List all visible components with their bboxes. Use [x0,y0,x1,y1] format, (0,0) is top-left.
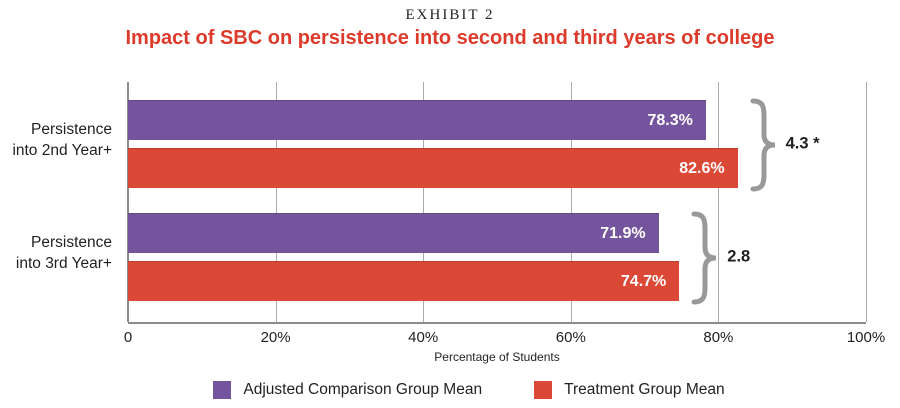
gridline-40 [423,82,425,322]
x-tick-0: 0 [123,329,133,346]
y-axis-line [127,82,129,322]
category-label-2: Persistence into 3rd Year+ [0,232,112,274]
exhibit-label: EXHIBIT 2 [405,7,495,23]
brace-icon [691,211,717,305]
legend-item-2: Treatment Group Mean [534,381,725,399]
bar-value-label: 71.9% [600,224,646,242]
brace-icon [750,98,775,192]
bar-value-label: 82.6% [679,159,725,177]
difference-brace [750,98,778,197]
gridline-100 [866,82,867,322]
legend-swatch-icon [534,381,553,399]
legend: Adjusted Comparison Group Mean Treatment … [38,381,900,399]
difference-value: 2.8 [727,247,751,265]
gridline-60 [570,82,572,322]
difference-value: 4.3 * [785,134,820,152]
legend-item-label: Adjusted Comparison Group Mean [243,381,483,398]
chart-title: Impact of SBC on persistence into second… [125,27,775,49]
bar-group2-series2: 74.7% [128,261,680,301]
category-label-line: into 3rd Year+ [15,255,112,272]
x-tick-80: 80% [703,329,734,346]
bar-group1-series1: 78.3% [128,100,706,140]
legend-swatch-icon [213,381,232,399]
x-tick-40: 40% [408,329,439,346]
category-label-line: into 2nd Year+ [12,142,112,159]
bar-group1-series2: 82.6% [128,148,738,188]
legend-item-1: Adjusted Comparison Group Mean [213,381,482,399]
category-label-line: Persistence [31,234,112,251]
bar-group2-series1: 71.9% [128,213,659,253]
category-label-line: Persistence [31,121,112,138]
x-tick-100: 100% [846,329,886,346]
x-axis-label: Percentage of Students [434,350,560,364]
x-tick-20: 20% [260,329,291,346]
plot-area: 78.3% 82.6% 4.3 * 71.9% 74.7% 2.8 [127,82,867,324]
x-tick-60: 60% [555,329,586,346]
legend-item-label: Treatment Group Mean [564,381,725,398]
gridline-80 [718,82,720,322]
bar-value-label: 78.3% [647,111,693,129]
difference-brace [691,211,719,310]
gridline-20 [275,82,277,322]
category-label-1: Persistence into 2nd Year+ [0,119,112,161]
bar-value-label: 74.7% [620,272,667,290]
